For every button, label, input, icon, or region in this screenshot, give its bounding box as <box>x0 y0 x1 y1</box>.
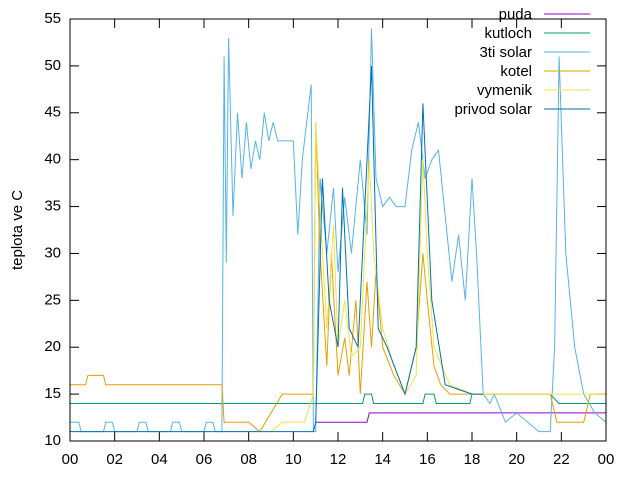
x-tick-label: 22 <box>553 451 570 468</box>
y-tick-label: 55 <box>44 10 61 27</box>
series-line <box>224 122 606 433</box>
x-tick-label: 20 <box>508 451 525 468</box>
x-tick-label: 10 <box>285 451 302 468</box>
x-tick-label: 12 <box>330 451 347 468</box>
legend-label: kotel <box>500 63 532 80</box>
x-tick-label: 02 <box>106 451 123 468</box>
y-tick-label: 50 <box>44 57 61 74</box>
legend-label: privod solar <box>454 101 532 118</box>
y-tick-label: 30 <box>44 244 61 261</box>
series-line <box>70 393 606 404</box>
y-tick-label: 40 <box>44 151 61 168</box>
x-tick-label: 00 <box>62 451 79 468</box>
y-tick-label: 45 <box>44 104 61 121</box>
plot-border <box>69 18 607 442</box>
x-tick-label: 06 <box>196 451 213 468</box>
x-tick-label: 14 <box>374 451 391 468</box>
legend-label: 3ti solar <box>479 44 532 61</box>
series-line <box>70 122 606 433</box>
x-tick-label: 08 <box>240 451 257 468</box>
y-tick-label: 15 <box>44 385 61 402</box>
x-tick-label: 04 <box>151 451 168 468</box>
legend-label: vymenik <box>477 82 533 99</box>
y-tick-label: 10 <box>44 432 61 449</box>
series-line <box>70 65 484 433</box>
legend-label: kutloch <box>484 25 532 42</box>
x-tick-label: 00 <box>598 451 615 468</box>
y-tick-label: 35 <box>44 198 61 215</box>
y-axis-label: teplota ve C <box>9 190 26 270</box>
legend-label: puda <box>499 6 533 23</box>
y-tick-label: 20 <box>44 338 61 355</box>
x-tick-label: 16 <box>419 451 436 468</box>
x-tick-label: 18 <box>464 451 481 468</box>
y-tick-label: 25 <box>44 291 61 308</box>
series-line <box>315 412 606 423</box>
